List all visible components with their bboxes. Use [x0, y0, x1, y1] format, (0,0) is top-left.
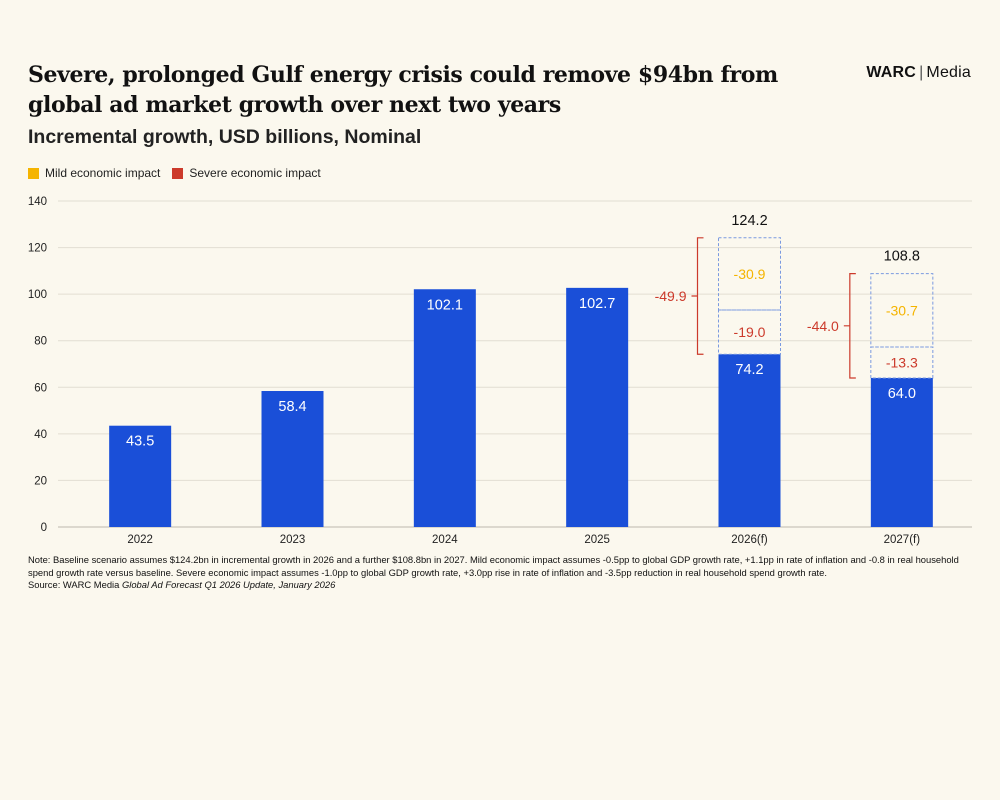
bar [870, 377, 933, 527]
y-tick-label: 20 [34, 475, 47, 487]
bar-value-label: 74.2 [735, 362, 763, 378]
bar-value-label: 43.5 [126, 434, 154, 450]
bar [566, 287, 629, 527]
x-tick-label: 2025 [584, 534, 610, 546]
y-tick-label: 120 [28, 243, 47, 255]
legend-label-severe: Severe economic impact [189, 166, 321, 180]
impact-total-label: -49.9 [655, 288, 687, 304]
baseline-total-label: 124.2 [731, 213, 767, 229]
y-tick-label: 140 [28, 196, 47, 208]
brand-separator: | [919, 64, 924, 81]
bar-value-label: 64.0 [888, 386, 916, 402]
bar [109, 425, 172, 527]
y-tick-label: 0 [41, 522, 47, 534]
severe-impact-label: -19.0 [734, 324, 766, 340]
baseline-total-label: 108.8 [884, 249, 920, 265]
bar [718, 354, 781, 527]
impact-total-label: -44.0 [807, 318, 839, 334]
bar [413, 289, 476, 527]
chart-subtitle: Incremental growth, USD billions, Nomina… [28, 126, 422, 148]
y-tick-label: 40 [34, 429, 47, 441]
source-line: Source: WARC Media Global Ad Forecast Q1… [28, 579, 978, 592]
mild-impact-box [718, 237, 781, 311]
y-tick-label: 100 [28, 289, 47, 301]
brand-logo: WARC | Media [866, 64, 971, 82]
bar-chart: 0 20 40 60 80 100 120 140 43.5 2022 58.4 2023 102.1 2… [28, 196, 972, 546]
legend-item-severe: Severe economic impact [172, 166, 321, 180]
source-prefix: Source: WARC Media [28, 579, 122, 591]
impact-bracket [691, 237, 704, 355]
mild-impact-box [870, 273, 934, 348]
x-tick-label: 2027(f) [884, 534, 921, 546]
y-tick-label: 60 [34, 382, 47, 394]
impact-bracket [843, 273, 856, 379]
bar-value-label: 102.1 [427, 297, 463, 313]
x-tick-label: 2022 [127, 534, 153, 546]
legend-item-mild: Mild economic impact [28, 166, 160, 180]
legend-label-mild: Mild economic impact [45, 166, 161, 180]
legend: Mild economic impact Severe economic imp… [28, 166, 321, 180]
chart-title: Severe, prolonged Gulf energy crisis cou… [28, 62, 778, 118]
bar [261, 391, 324, 527]
source-title: Global Ad Forecast Q1 2026 Update, Janua… [121, 579, 336, 591]
bar-value-label: 58.4 [278, 399, 306, 415]
bar-value-label: 102.7 [579, 296, 615, 312]
brand-secondary: Media [926, 64, 971, 81]
mild-impact-label: -30.9 [734, 266, 766, 282]
legend-swatch-severe [172, 167, 184, 179]
x-tick-label: 2024 [432, 534, 458, 546]
x-tick-label: 2026(f) [731, 534, 768, 546]
mild-impact-label: -30.7 [886, 302, 918, 318]
chart-notes: Note: Baseline scenario assumes $124.2bn… [28, 554, 978, 592]
y-tick-label: 80 [34, 336, 47, 348]
brand-primary: WARC [866, 64, 917, 81]
severe-impact-label: -13.3 [886, 354, 918, 370]
x-tick-label: 2023 [280, 534, 306, 546]
note-text: Note: Baseline scenario assumes $124.2bn… [28, 554, 959, 578]
legend-swatch-mild [28, 167, 39, 179]
